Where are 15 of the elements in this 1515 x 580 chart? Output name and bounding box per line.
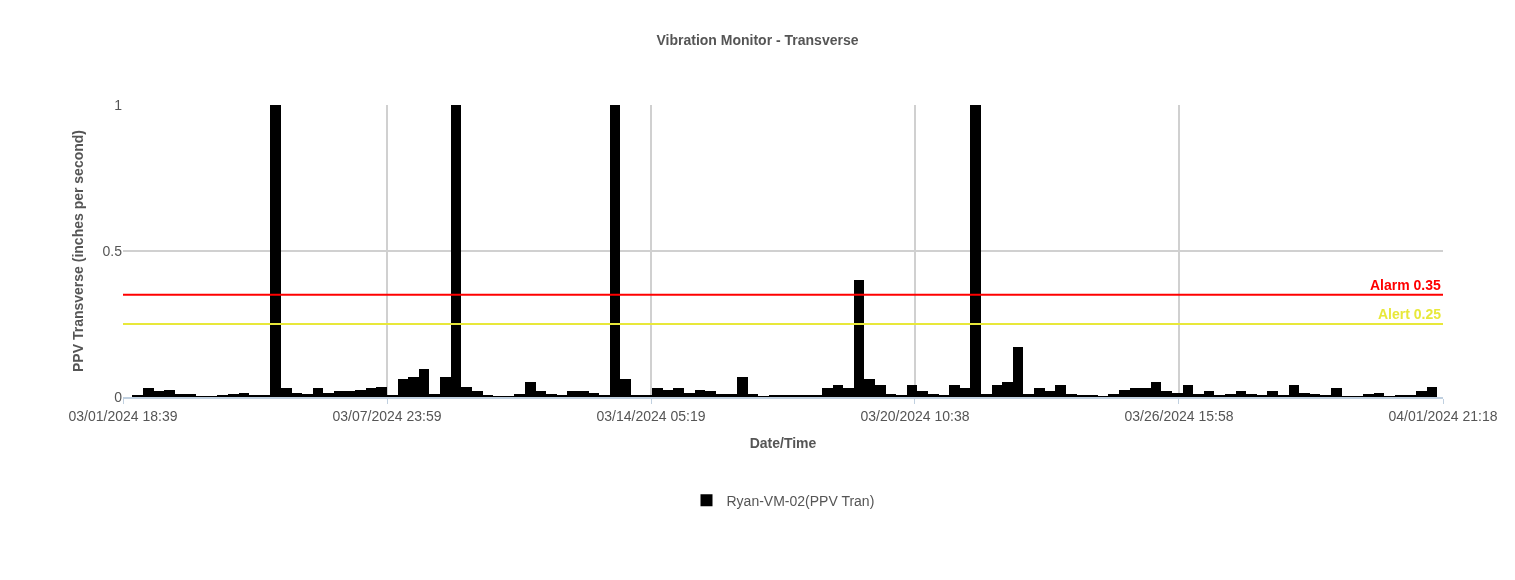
y-tick-label: 0.5	[102, 242, 123, 259]
legend-label: Ryan-VM-02(PPV Tran)	[726, 492, 875, 509]
y-tick-label: 0	[114, 388, 123, 405]
x-tick-label: 03/01/2024 18:39	[68, 407, 178, 424]
x-tick-label: 03/26/2024 15:58	[1124, 407, 1234, 424]
chart-title: Vibration Monitor - Transverse	[656, 31, 859, 48]
ref-line-label: Alarm 0.35	[1370, 277, 1442, 293]
x-tick-label: 03/20/2024 10:38	[860, 407, 970, 424]
x-axis-title: Date/Time	[749, 434, 817, 451]
x-tick-label: 04/01/2024 21:18	[1388, 407, 1498, 424]
x-tick-label: 03/14/2024 05:19	[596, 407, 706, 424]
x-tick-label: 03/07/2024 23:59	[332, 407, 442, 424]
y-tick-label: 1	[114, 96, 123, 113]
ref-line-label: Alert 0.25	[1378, 306, 1442, 322]
y-axis-title: PPV Transverse (inches per second)	[70, 130, 87, 372]
